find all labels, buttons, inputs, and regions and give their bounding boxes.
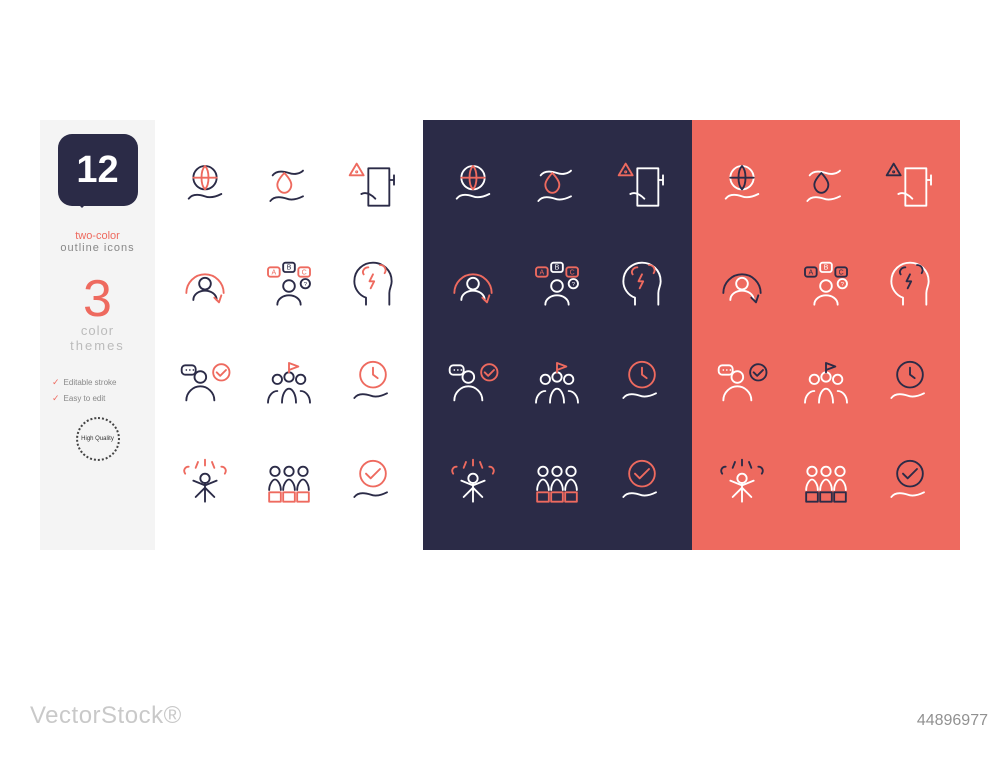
svg-text:C: C: [838, 269, 843, 276]
theme-dark: A B C ?: [423, 120, 691, 550]
quiz-person-icon: A B C ?: [529, 258, 585, 314]
head-storm-icon: [614, 258, 670, 314]
water-hand-icon: [529, 159, 585, 215]
queue-people-icon: [261, 455, 317, 511]
team-flag-icon: [798, 356, 854, 412]
user-arc-icon: [177, 258, 233, 314]
svg-text:A: A: [808, 269, 813, 276]
door-warning-icon: [345, 159, 401, 215]
queue-people-icon: [529, 455, 585, 511]
interview-check-icon: [177, 356, 233, 412]
theme-light: A B C ?: [155, 120, 423, 550]
tagline-themes: themes: [70, 338, 125, 353]
count-bubble: 12: [58, 134, 138, 206]
head-storm-icon: [345, 258, 401, 314]
head-storm-icon: [882, 258, 938, 314]
interview-check-icon: [714, 356, 770, 412]
quality-badge: High Quality: [76, 417, 120, 461]
stress-person-icon: [177, 455, 233, 511]
globe-hand-icon: [714, 159, 770, 215]
svg-text:A: A: [272, 269, 277, 276]
quality-badge-text: High Quality: [81, 436, 114, 443]
globe-hand-icon: [445, 159, 501, 215]
tagline-two-color: two-color: [75, 230, 120, 242]
quiz-person-icon: A B C ?: [798, 258, 854, 314]
time-hand-icon: [882, 356, 938, 412]
check-hand-icon: [345, 455, 401, 511]
count-themes: 3: [83, 276, 112, 323]
check-hand-icon: [882, 455, 938, 511]
check-hand-icon: [614, 455, 670, 511]
info-panel: 12 two-color outline icons 3 color theme…: [40, 120, 155, 550]
stress-person-icon: [714, 455, 770, 511]
tagline-color: color: [81, 323, 114, 338]
feature-easy: Easy to edit: [52, 393, 105, 404]
door-warning-icon: [882, 159, 938, 215]
team-flag-icon: [529, 356, 585, 412]
theme-red: A B C ?: [692, 120, 960, 550]
user-arc-icon: [714, 258, 770, 314]
icon-set-canvas: 12 two-color outline icons 3 color theme…: [40, 120, 960, 550]
count-number: 12: [76, 149, 118, 192]
globe-hand-icon: [177, 159, 233, 215]
user-arc-icon: [445, 258, 501, 314]
svg-text:A: A: [540, 269, 545, 276]
water-hand-icon: [261, 159, 317, 215]
team-flag-icon: [261, 356, 317, 412]
water-hand-icon: [798, 159, 854, 215]
watermark: VectorStock®: [30, 702, 182, 730]
svg-text:C: C: [302, 269, 307, 276]
queue-people-icon: [798, 455, 854, 511]
stress-person-icon: [445, 455, 501, 511]
feature-editable: Editable stroke: [52, 377, 116, 388]
svg-text:C: C: [570, 269, 575, 276]
tagline-outline: outline icons: [60, 242, 134, 254]
svg-text:B: B: [823, 264, 828, 271]
svg-text:B: B: [555, 264, 560, 271]
svg-text:B: B: [287, 264, 292, 271]
time-hand-icon: [614, 356, 670, 412]
door-warning-icon: [614, 159, 670, 215]
stock-id: 44896977: [917, 712, 988, 730]
quiz-person-icon: A B C ?: [261, 258, 317, 314]
time-hand-icon: [345, 356, 401, 412]
interview-check-icon: [445, 356, 501, 412]
